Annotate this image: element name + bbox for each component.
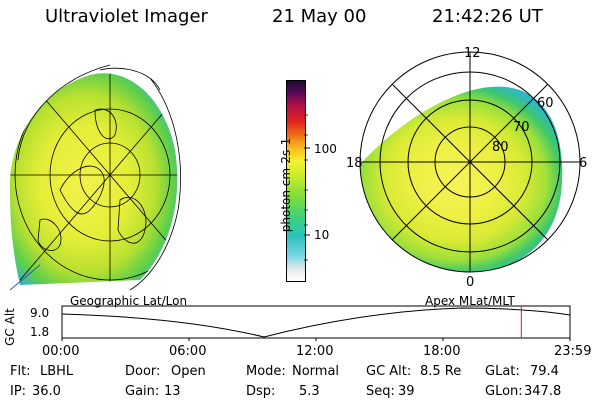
polar-aurora <box>360 86 563 272</box>
glat-label: GLat: <box>485 364 520 379</box>
filter-label: Flt: <box>10 364 31 379</box>
time-tick-1800: 18:00 <box>423 344 461 359</box>
polar-plot <box>359 51 581 273</box>
mlt-label-18: 18 <box>346 156 363 171</box>
mlt-label-12: 12 <box>464 46 481 61</box>
glat-value: 79.4 <box>530 364 559 379</box>
dsp-value: 5.3 <box>299 384 320 399</box>
colorbar-ticks <box>304 114 310 261</box>
altitude-tick-low: 1.8 <box>30 325 50 339</box>
colorbar-tick-10: 10 <box>314 228 330 242</box>
altitude-tick-high: 9.0 <box>30 306 50 320</box>
mlat-label-80: 80 <box>492 140 509 155</box>
ip-label: IP: <box>10 384 27 399</box>
time-tick-2359: 23:59 <box>554 344 592 359</box>
dsp-label: Dsp: <box>246 384 276 399</box>
mode-label: Mode: <box>246 364 286 379</box>
gc-alt-label: GC Alt: <box>366 364 412 379</box>
filter-value: LBHL <box>40 364 74 379</box>
gc-alt-value: 8.5 Re <box>420 364 462 379</box>
altitude-axis-title: GC Alt <box>2 308 17 346</box>
door-label: Door: <box>125 364 161 379</box>
mlt-label-6: 6 <box>579 156 588 171</box>
mlt-label-0: 0 <box>466 275 475 290</box>
seq-value: 39 <box>398 384 415 399</box>
glon-value: 347.8 <box>524 384 562 399</box>
time-tick-0600: 06:00 <box>169 344 207 359</box>
mlat-label-60: 60 <box>537 96 554 111</box>
time-tick-1200: 12:00 <box>296 344 334 359</box>
aurora-emission <box>9 73 178 286</box>
mode-value: Normal <box>292 364 340 379</box>
instrument-title: Ultraviolet Imager <box>45 6 208 27</box>
time-label: 21:42:26 UT <box>432 6 543 27</box>
door-value: Open <box>171 364 206 379</box>
altitude-plot <box>61 305 571 341</box>
apex-label: Apex MLat/MLT <box>425 294 515 308</box>
mlat-label-70: 70 <box>513 120 530 135</box>
gain-value: 13 <box>164 384 181 399</box>
geographic-label: Geographic Lat/Lon <box>70 294 188 308</box>
seq-label: Seq: <box>366 384 395 399</box>
colorbar-unit-label: photon cm-2s-1 <box>279 137 293 233</box>
geographic-image <box>9 64 181 291</box>
colorbar-tick-100: 100 <box>314 142 337 156</box>
time-tick-0000: 00:00 <box>42 344 80 359</box>
glon-label: GLon: <box>485 384 523 399</box>
colorbar <box>286 80 306 282</box>
gain-label: Gain: <box>125 384 160 399</box>
ip-value: 36.0 <box>32 384 61 399</box>
date-label: 21 May 00 <box>272 6 367 27</box>
